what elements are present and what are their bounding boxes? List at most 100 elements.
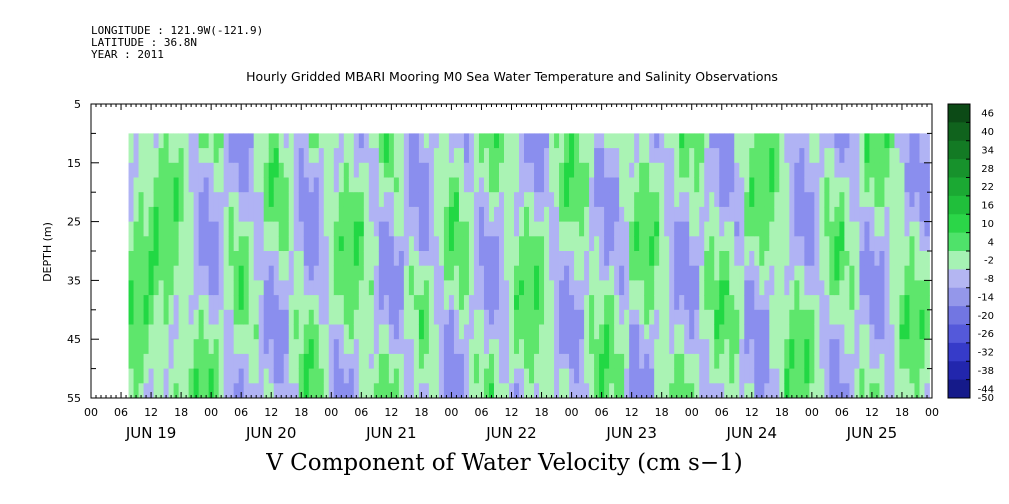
field-cell bbox=[874, 324, 880, 340]
field-cell bbox=[293, 251, 300, 267]
field-cell bbox=[348, 236, 355, 252]
field-cell bbox=[228, 162, 235, 178]
field-cell bbox=[503, 265, 510, 281]
field-cell bbox=[689, 192, 695, 208]
field-cell bbox=[524, 221, 530, 237]
field-cell bbox=[218, 162, 225, 178]
field-cell bbox=[899, 368, 905, 384]
field-cell bbox=[223, 339, 230, 355]
field-cell bbox=[398, 206, 405, 222]
field-cell bbox=[834, 339, 840, 355]
field-cell bbox=[604, 177, 610, 193]
field-cell bbox=[183, 177, 190, 193]
field-cell bbox=[313, 206, 320, 222]
field-cell bbox=[238, 251, 245, 267]
field-cell bbox=[188, 324, 195, 340]
field-cell bbox=[323, 295, 330, 311]
field-cell bbox=[629, 324, 635, 340]
colorbar-swatch bbox=[948, 379, 970, 399]
field-cell bbox=[218, 206, 225, 222]
field-cell bbox=[764, 339, 770, 355]
field-cell bbox=[368, 177, 375, 193]
field-cell bbox=[398, 162, 405, 178]
field-cell bbox=[283, 177, 290, 193]
x-tick-label: 18 bbox=[174, 406, 188, 419]
field-cell bbox=[739, 295, 745, 311]
field-cell bbox=[584, 280, 590, 296]
field-cell bbox=[819, 236, 825, 252]
field-cell bbox=[694, 236, 700, 252]
field-cell bbox=[383, 309, 390, 325]
field-cell bbox=[894, 221, 900, 237]
field-cell bbox=[318, 162, 325, 178]
field-cell bbox=[924, 280, 930, 296]
field-cell bbox=[869, 324, 875, 340]
field-cell bbox=[223, 221, 230, 237]
field-cell bbox=[453, 192, 460, 208]
field-cell bbox=[133, 177, 139, 193]
field-cell bbox=[458, 339, 465, 355]
field-cell bbox=[719, 236, 725, 252]
field-cell bbox=[333, 236, 340, 252]
field-cell bbox=[368, 162, 375, 178]
field-cell bbox=[769, 339, 775, 355]
field-cell bbox=[829, 236, 835, 252]
colorbar-label: -50 bbox=[978, 393, 994, 404]
field-cell bbox=[368, 353, 375, 369]
field-cell bbox=[278, 192, 285, 208]
field-cell bbox=[193, 368, 200, 384]
field-cell bbox=[724, 368, 730, 384]
field-cell bbox=[268, 221, 275, 237]
field-cell bbox=[704, 295, 710, 311]
field-cell bbox=[233, 251, 240, 267]
field-cell bbox=[564, 309, 570, 325]
field-cell bbox=[358, 206, 365, 222]
field-cell bbox=[779, 251, 785, 267]
field-cell bbox=[554, 221, 560, 237]
field-cell bbox=[343, 295, 350, 311]
x-tick-label: 00 bbox=[204, 406, 218, 419]
field-cell bbox=[458, 236, 465, 252]
field-cell bbox=[654, 236, 660, 252]
field-cell bbox=[188, 192, 195, 208]
field-cell bbox=[754, 295, 760, 311]
field-cell bbox=[183, 295, 190, 311]
field-cell bbox=[794, 162, 800, 178]
field-cell bbox=[549, 162, 555, 178]
field-cell bbox=[619, 309, 625, 325]
field-cell bbox=[168, 280, 174, 296]
field-cell bbox=[483, 177, 490, 193]
field-cell bbox=[163, 206, 169, 222]
field-cell bbox=[208, 133, 215, 149]
field-cell bbox=[854, 324, 860, 340]
field-cell bbox=[218, 339, 225, 355]
field-cell bbox=[514, 162, 520, 178]
field-cell bbox=[774, 295, 780, 311]
field-cell bbox=[383, 133, 390, 149]
field-cell bbox=[353, 221, 360, 237]
field-cell bbox=[689, 236, 695, 252]
field-cell bbox=[844, 368, 850, 384]
field-cell bbox=[328, 368, 335, 384]
field-cell bbox=[619, 383, 625, 398]
field-cell bbox=[859, 383, 865, 398]
field-cell bbox=[238, 339, 245, 355]
field-cell bbox=[328, 221, 335, 237]
field-cell bbox=[138, 192, 144, 208]
field-cell bbox=[729, 295, 735, 311]
field-cell bbox=[368, 324, 375, 340]
field-cell bbox=[333, 192, 340, 208]
field-cell bbox=[308, 221, 315, 237]
field-cell bbox=[594, 148, 600, 164]
field-cell bbox=[403, 368, 410, 384]
field-cell bbox=[273, 221, 280, 237]
field-cell bbox=[589, 368, 595, 384]
field-cell bbox=[724, 221, 730, 237]
field-cell bbox=[298, 221, 305, 237]
field-cell bbox=[443, 353, 450, 369]
colorbar-swatch bbox=[948, 251, 970, 270]
field-cell bbox=[599, 177, 605, 193]
field-cell bbox=[383, 177, 390, 193]
field-cell bbox=[554, 339, 560, 355]
field-cell bbox=[418, 295, 425, 311]
